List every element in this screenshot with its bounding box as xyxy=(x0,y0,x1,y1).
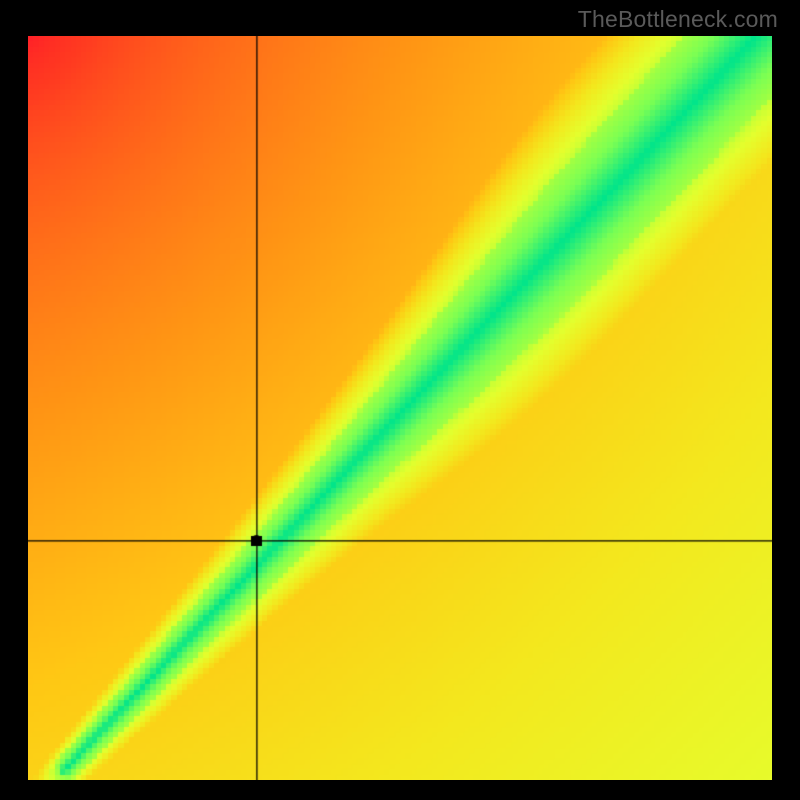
watermark-text: TheBottleneck.com xyxy=(578,6,778,33)
heatmap-plot-area xyxy=(28,36,772,780)
chart-container: TheBottleneck.com xyxy=(0,0,800,800)
heatmap-canvas xyxy=(28,36,772,780)
